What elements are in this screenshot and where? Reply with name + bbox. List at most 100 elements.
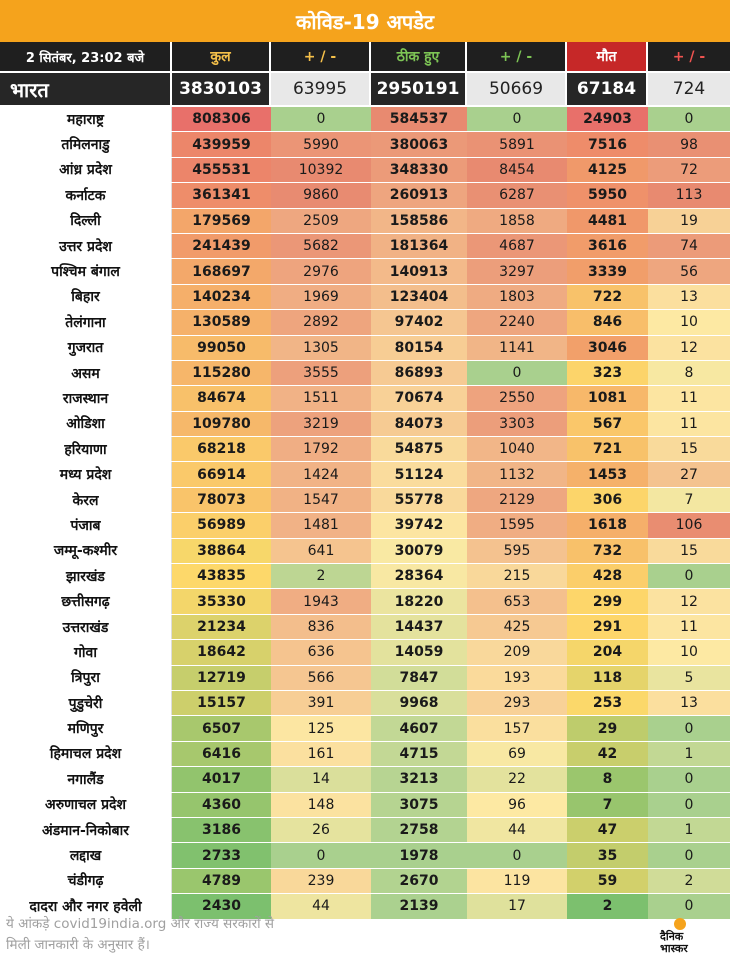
cured-cases: 4607 [371,716,467,741]
change-total: 5990 [271,132,371,157]
logo-text: दैनिक [660,930,684,943]
cured-cases: 584537 [371,107,467,132]
change-cured: 157 [467,716,567,741]
death-cases: 306 [567,487,648,513]
change-cured: 44 [467,817,567,843]
death-cases: 59 [567,868,648,894]
header-total: कुल [172,42,271,71]
table-row: दादरा और नगर हवेली 2430 44 2139 17 2 0 [0,894,730,920]
total-cases: 18642 [172,640,271,665]
cured-cases: 86893 [371,360,467,386]
death-cases: 7516 [567,132,648,157]
change-total: 161 [271,741,371,767]
dainik-bhaskar-logo: दैनिक भास्कर [654,918,704,958]
table-row: गुजरात 99050 1305 80154 1141 3046 12 [0,335,730,361]
death-cases: 1618 [567,513,648,538]
cured-cases: 2139 [371,894,467,919]
cured-cases: 54875 [371,437,467,462]
change-deaths: 98 [648,132,730,157]
cured-cases: 3075 [371,792,467,817]
change-deaths: 0 [648,716,730,741]
change-deaths: 2 [648,868,730,894]
state-name: ओडिशा [0,411,172,437]
total-cases: 56989 [172,513,271,538]
death-cases: 2 [567,894,648,919]
change-total: 44 [271,894,371,919]
death-cases: 1081 [567,386,648,411]
change-deaths: 11 [648,614,730,640]
india-change-deaths: 724 [648,73,730,105]
change-deaths: 10 [648,640,730,665]
table-row: अरुणाचल प्रदेश 4360 148 3075 96 7 0 [0,792,730,818]
change-cured: 425 [467,614,567,640]
state-name: अंडमान-निकोबार [0,817,172,843]
header-change-total: + / - [271,42,371,71]
cured-cases: 18220 [371,589,467,614]
cured-cases: 260913 [371,183,467,208]
total-cases: 78073 [172,487,271,513]
table-header: 2 सितंबर, 23:02 बजे कुल + / - ठीक हुए + … [0,42,730,71]
change-total: 1943 [271,589,371,614]
death-cases: 722 [567,284,648,310]
death-cases: 4125 [567,157,648,183]
state-name: असम [0,360,172,386]
change-cured: 5891 [467,132,567,157]
change-deaths: 5 [648,665,730,690]
change-deaths: 19 [648,208,730,233]
change-cured: 1595 [467,513,567,538]
change-total: 10392 [271,157,371,183]
total-cases: 439959 [172,132,271,157]
change-cured: 17 [467,894,567,919]
change-deaths: 12 [648,589,730,614]
total-cases: 21234 [172,614,271,640]
cured-cases: 181364 [371,233,467,259]
change-total: 5682 [271,233,371,259]
change-cured: 96 [467,792,567,817]
header-date: 2 सितंबर, 23:02 बजे [0,42,172,71]
change-cured: 3303 [467,411,567,437]
change-deaths: 27 [648,462,730,487]
cured-cases: 9968 [371,690,467,716]
india-cured: 2950191 [371,73,467,105]
table-row: उत्तराखंड 21234 836 14437 425 291 11 [0,614,730,641]
total-cases: 15157 [172,690,271,716]
death-cases: 35 [567,843,648,868]
change-cured: 4687 [467,233,567,259]
cured-cases: 70674 [371,386,467,411]
change-cured: 8454 [467,157,567,183]
cured-cases: 140913 [371,259,467,284]
state-name: महाराष्ट्र [0,107,172,132]
total-cases: 2733 [172,843,271,868]
india-total-row: भारत 3830103 63995 2950191 50669 67184 7… [0,73,730,105]
death-cases: 291 [567,614,648,640]
header-deaths: मौत [567,42,648,71]
death-cases: 721 [567,437,648,462]
death-cases: 253 [567,690,648,716]
cured-cases: 7847 [371,665,467,690]
total-cases: 99050 [172,335,271,360]
cured-cases: 97402 [371,310,467,335]
change-deaths: 0 [648,843,730,868]
cured-cases: 39742 [371,513,467,538]
change-total: 836 [271,614,371,640]
death-cases: 29 [567,716,648,741]
change-total: 1481 [271,513,371,538]
india-deaths: 67184 [567,73,648,105]
state-name: पंजाब [0,513,172,538]
state-name: जम्मू-कश्मीर [0,538,172,564]
table-row: नगालैंड 4017 14 3213 22 8 0 [0,767,730,793]
state-name: उत्तराखंड [0,614,172,640]
change-cured: 595 [467,538,567,564]
table-row: झारखंड 43835 2 28364 215 428 0 [0,564,730,590]
state-table: महाराष्ट्र 808306 0 584537 0 24903 0 तमिलनाडु 43… [0,107,730,920]
table-row: पंजाब 56989 1481 39742 1595 1618 106 [0,513,730,539]
state-name: आंध्र प्रदेश [0,157,172,183]
change-cured: 1132 [467,462,567,487]
change-deaths: 11 [648,386,730,411]
cured-cases: 14059 [371,640,467,665]
total-cases: 4360 [172,792,271,817]
total-cases: 38864 [172,538,271,564]
total-cases: 109780 [172,411,271,437]
cured-cases: 123404 [371,284,467,310]
